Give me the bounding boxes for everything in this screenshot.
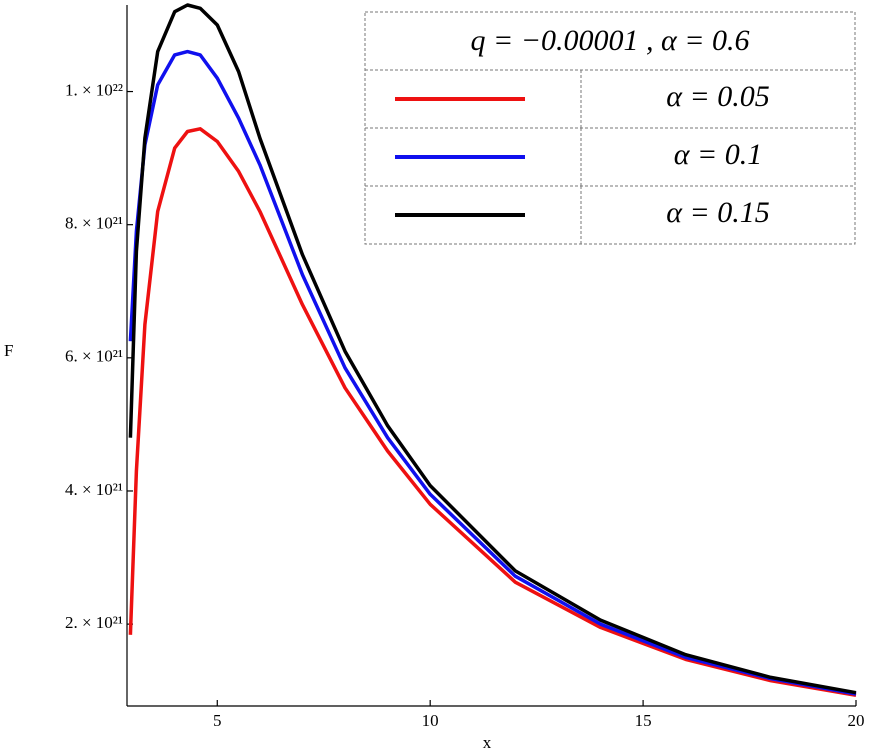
x-tick-label: 10 bbox=[422, 711, 439, 730]
x-tick-label: 15 bbox=[635, 711, 652, 730]
x-tick-label: 5 bbox=[213, 711, 222, 730]
y-tick-label: 2. × 10²¹ bbox=[65, 613, 123, 632]
y-axis-label: F bbox=[4, 341, 13, 360]
y-tick-label: 1. × 10²² bbox=[65, 80, 123, 99]
line-series bbox=[128, 49, 857, 696]
legend-title: q = −0.00001 , α = 0.6 bbox=[471, 24, 750, 57]
legend-label: α = 0.15 bbox=[666, 196, 770, 229]
line-series bbox=[128, 3, 857, 695]
legend-label: α = 0.05 bbox=[666, 80, 770, 113]
y-tick-label: 4. × 10²¹ bbox=[65, 480, 123, 499]
x-axis-label: x bbox=[483, 733, 492, 752]
x-tick-label: 20 bbox=[848, 711, 865, 730]
line-series bbox=[128, 127, 857, 698]
y-tick-label: 6. × 10²¹ bbox=[65, 347, 123, 366]
legend-label: α = 0.1 bbox=[674, 138, 763, 171]
y-tick-label: 8. × 10²¹ bbox=[65, 214, 123, 233]
